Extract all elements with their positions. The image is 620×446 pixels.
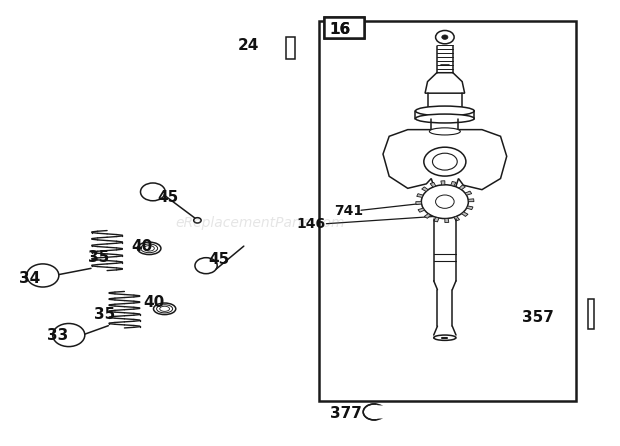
Polygon shape [422, 187, 428, 191]
Text: 45: 45 [208, 252, 229, 267]
Bar [286, 37, 294, 59]
Circle shape [27, 264, 59, 287]
Text: 40: 40 [131, 239, 153, 254]
Ellipse shape [154, 303, 175, 314]
Ellipse shape [430, 128, 460, 135]
Polygon shape [467, 206, 473, 210]
Ellipse shape [424, 147, 466, 176]
Polygon shape [416, 202, 422, 205]
Polygon shape [434, 217, 439, 222]
Ellipse shape [415, 106, 474, 116]
Text: 16: 16 [329, 22, 350, 37]
Ellipse shape [160, 306, 169, 311]
Ellipse shape [434, 335, 456, 340]
Text: 357: 357 [521, 310, 554, 325]
Polygon shape [451, 182, 456, 186]
Ellipse shape [157, 305, 172, 313]
Polygon shape [418, 208, 425, 212]
Text: 16: 16 [329, 22, 350, 37]
Polygon shape [424, 214, 431, 219]
Text: 24: 24 [237, 37, 259, 53]
Text: 33: 33 [47, 327, 68, 343]
Bar [588, 298, 594, 329]
Text: 34: 34 [19, 271, 40, 286]
Ellipse shape [433, 153, 457, 170]
Ellipse shape [415, 114, 474, 123]
Circle shape [141, 183, 166, 201]
Text: 45: 45 [157, 190, 179, 205]
Text: 40: 40 [143, 295, 165, 310]
Circle shape [442, 35, 448, 39]
Circle shape [422, 185, 468, 219]
Bar [324, 17, 364, 38]
Polygon shape [454, 216, 459, 221]
Polygon shape [441, 181, 445, 185]
Text: 741: 741 [334, 203, 363, 218]
Ellipse shape [138, 242, 161, 255]
Circle shape [53, 323, 85, 347]
Circle shape [436, 30, 454, 44]
Bar [324, 17, 364, 38]
Polygon shape [417, 194, 423, 198]
Ellipse shape [144, 246, 154, 251]
Polygon shape [459, 185, 466, 190]
Polygon shape [461, 212, 468, 216]
Text: eReplacementParts.com: eReplacementParts.com [175, 216, 345, 230]
Circle shape [363, 404, 386, 420]
Polygon shape [465, 191, 472, 195]
Circle shape [195, 258, 217, 274]
Circle shape [436, 195, 454, 208]
Circle shape [373, 406, 389, 418]
Circle shape [193, 218, 201, 223]
Text: 35: 35 [88, 250, 109, 265]
Text: 146: 146 [297, 217, 326, 231]
Polygon shape [445, 219, 449, 223]
Polygon shape [425, 73, 464, 93]
Polygon shape [383, 130, 507, 192]
Bar [319, 21, 576, 401]
Polygon shape [468, 199, 474, 202]
Ellipse shape [141, 244, 157, 253]
Polygon shape [430, 182, 436, 187]
Text: 35: 35 [94, 307, 115, 322]
Text: 377: 377 [330, 406, 362, 421]
